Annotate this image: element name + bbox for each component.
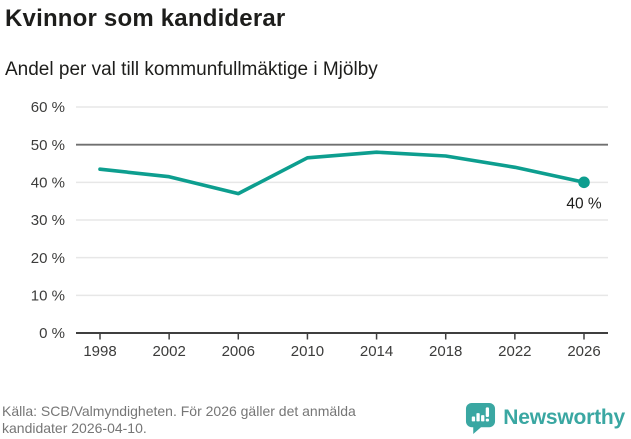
newsworthy-bubble-chart-icon [466,402,496,434]
y-tick-label: 0 % [39,325,65,342]
y-tick-label: 20 % [31,250,65,267]
source-note-line1: Källa: SCB/Valmyndigheten. För 2026 gäll… [2,403,356,419]
end-point-marker [578,176,590,189]
chart-header: Kvinnor som kandiderar Andel per val til… [5,0,626,82]
x-tick-label: 2026 [567,343,600,360]
data-line [98,150,586,196]
page-title: Kvinnor som kandiderar [5,5,286,32]
x-tick-label: 2018 [429,343,462,360]
line-chart: 0 % 10 % 20 % 30 % 40 % 50 % 60 % 1998 2002 2006 2… [0,93,631,378]
source-note-line2: kandidater 2026-04-10. [2,419,147,436]
x-tick-label: 2022 [498,343,531,360]
source-note: Källa: SCB/Valmyndigheten. För 2026 gäll… [2,403,356,436]
brand-name: Newsworthy [503,406,625,429]
x-tick-label: 2002 [152,343,185,360]
chart-subtitle: Andel per val till kommunfullmäktige i M… [5,59,378,80]
x-tick-label: 2010 [291,343,324,360]
y-tick-label: 30 % [31,212,65,229]
end-point-label: 40 % [566,195,602,212]
y-tick-label: 10 % [31,288,65,305]
y-tick-label: 40 % [31,175,65,192]
x-tick-label: 2006 [222,343,255,360]
x-tick-label: 1998 [83,343,116,360]
newsworthy-logo: Newsworthy [465,402,625,436]
chart-canvas: 0 % 10 % 20 % 30 % 40 % 50 % 60 % 1998 2002 2006 2… [31,99,608,360]
x-tick-label: 2014 [360,343,393,360]
chart-footer: Källa: SCB/Valmyndigheten. För 2026 gäll… [0,402,631,439]
y-tick-label: 60 % [31,99,65,116]
y-tick-label: 50 % [31,137,65,154]
